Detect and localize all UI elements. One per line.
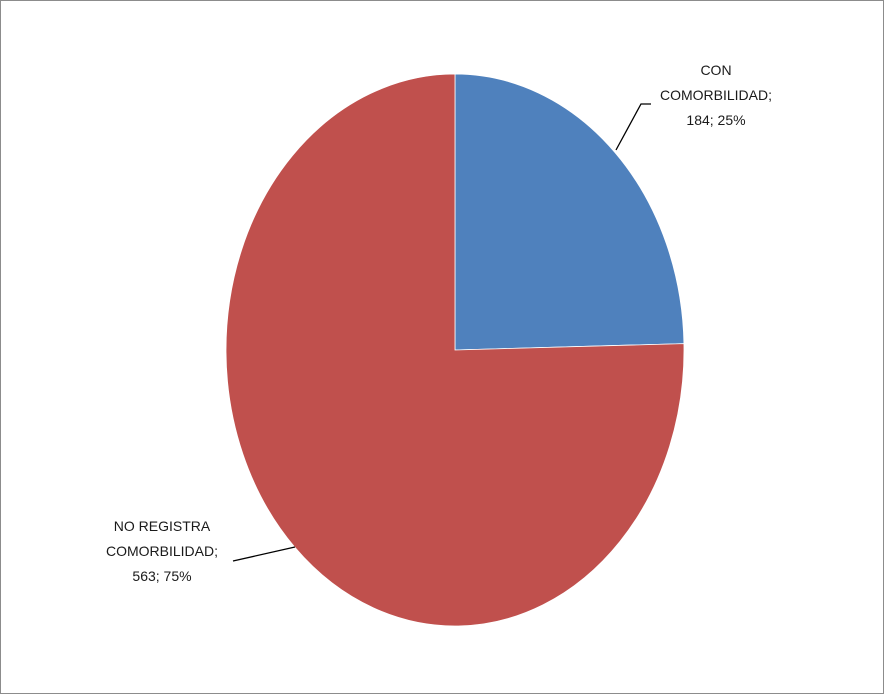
pie-slices bbox=[225, 73, 685, 627]
leader-line-no-registra bbox=[232, 546, 296, 562]
data-label-no-registra-comorbilidad: NO REGISTRA COMORBILIDAD; 563; 75% bbox=[106, 518, 218, 584]
data-label-con-comorbilidad-line-3: 184; 25% bbox=[686, 112, 745, 128]
leader-line-con-comorbilidad bbox=[615, 103, 651, 151]
slice-con-comorbilidad bbox=[454, 73, 685, 351]
data-label-con-comorbilidad-line-1: CON bbox=[700, 62, 731, 78]
data-label-con-comorbilidad: CON COMORBILIDAD; 184; 25% bbox=[660, 62, 772, 128]
data-label-no-registra-comorbilidad-line-3: 563; 75% bbox=[132, 568, 191, 584]
label-leader-lines bbox=[232, 103, 651, 562]
data-labels: CON COMORBILIDAD; 184; 25% NO REGISTRA COMOR… bbox=[106, 62, 772, 584]
data-label-no-registra-comorbilidad-line-1: NO REGISTRA bbox=[114, 518, 211, 534]
data-label-no-registra-comorbilidad-line-2: COMORBILIDAD; bbox=[106, 543, 218, 559]
data-label-con-comorbilidad-line-2: COMORBILIDAD; bbox=[660, 87, 772, 103]
